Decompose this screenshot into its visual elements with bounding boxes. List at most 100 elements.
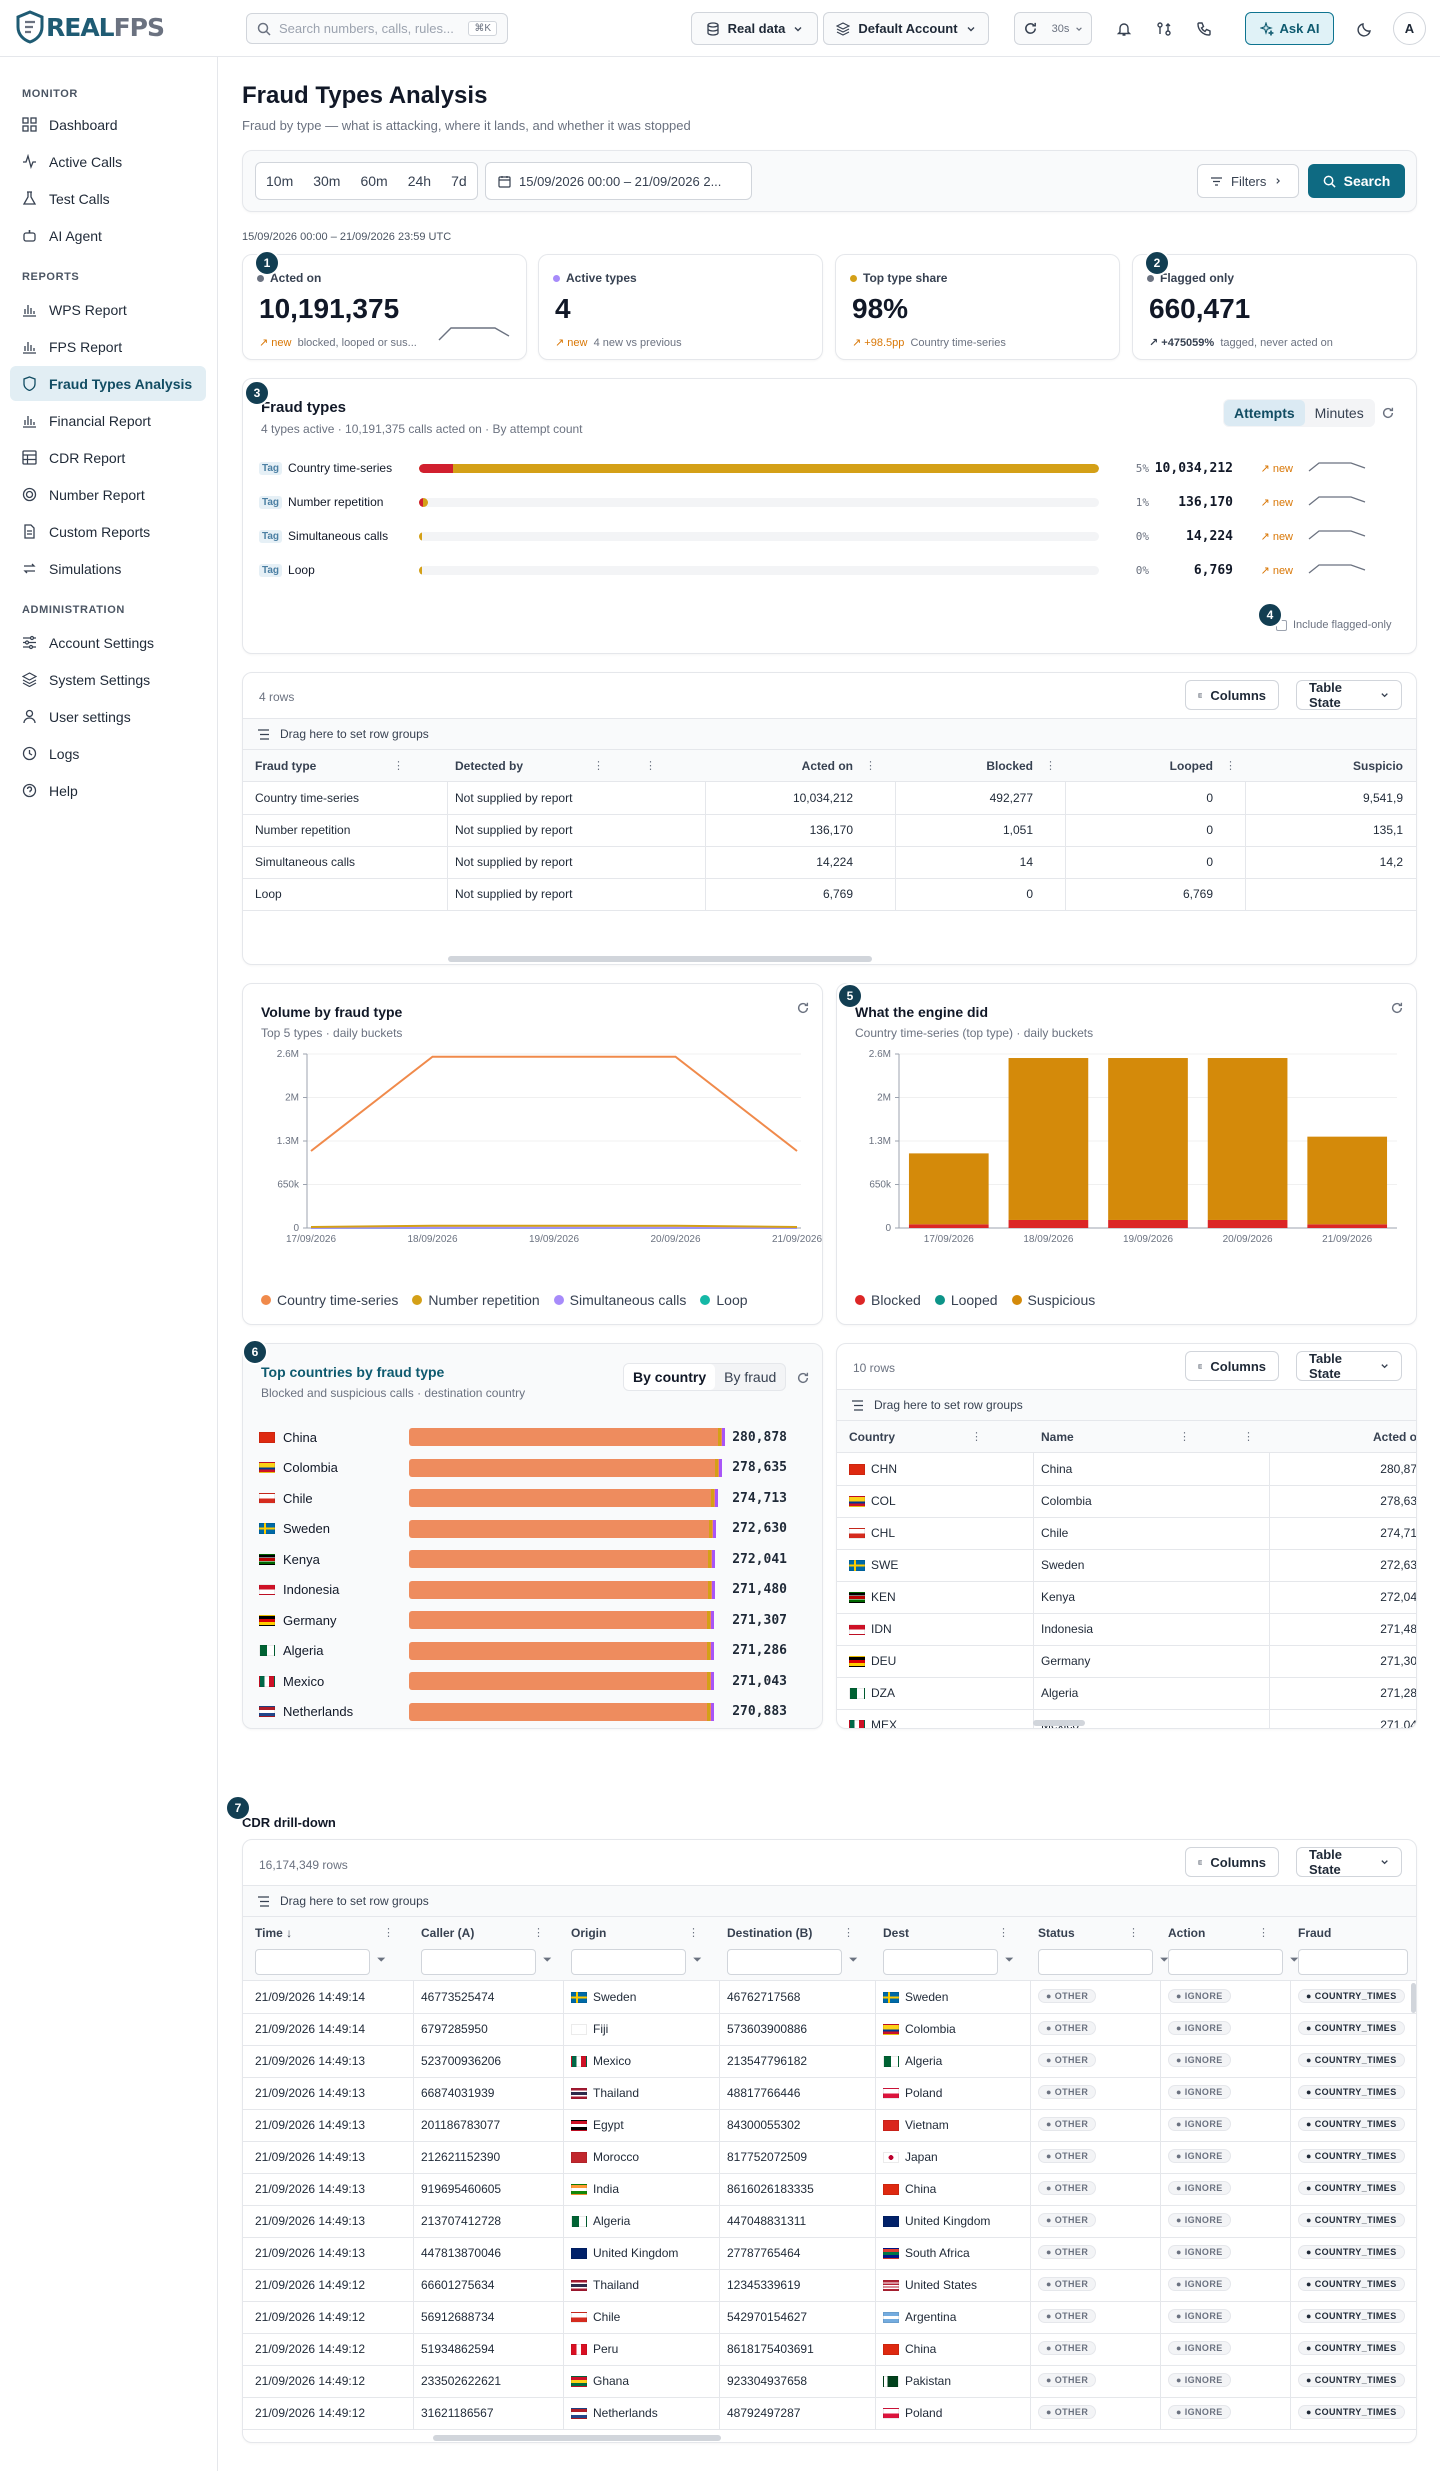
table-cell[interactable]: ● OTHER	[1038, 2372, 1148, 2387]
table-cell[interactable]: ● COUNTRY_TIMES	[1298, 2148, 1416, 2163]
table-cell[interactable]: 492,277	[989, 791, 1033, 805]
table-cell[interactable]: Argentina	[883, 2310, 1023, 2324]
table-cell[interactable]: ● IGNORE	[1168, 2404, 1278, 2419]
date-range-picker[interactable]: 15/09/2026 00:00 – 21/09/2026 2...	[485, 162, 752, 200]
table-cell[interactable]: Germany	[1041, 1654, 1091, 1668]
table-cell[interactable]: 21/09/2026 14:49:14	[255, 1990, 366, 2004]
table-cell[interactable]: 233502622621	[421, 2374, 502, 2388]
table-cell[interactable]: 272,63	[1380, 1558, 1417, 1572]
table-cell[interactable]: 21/09/2026 14:49:13	[255, 2182, 366, 2196]
country-row[interactable]: Chile 274,713	[259, 1487, 789, 1509]
table-cell[interactable]: 272,04	[1380, 1590, 1417, 1604]
row-group-panel[interactable]: Drag here to set row groups	[243, 718, 1416, 750]
columns-button[interactable]: Columns	[1185, 680, 1279, 710]
table-cell[interactable]: ● IGNORE	[1168, 2244, 1278, 2259]
table-cell[interactable]: 46773525474	[421, 1990, 495, 2004]
table-cell[interactable]: ● OTHER	[1038, 2052, 1148, 2067]
table-cell[interactable]: Colombia	[883, 2022, 1023, 2036]
sidebar-item-account-settings[interactable]: Account Settings	[10, 625, 206, 660]
column-header[interactable]: Fraud type	[255, 759, 317, 773]
table-cell[interactable]: KEN	[849, 1590, 1009, 1604]
table-cell[interactable]: 6,769	[822, 887, 853, 901]
column-header[interactable]: Blocked	[986, 759, 1033, 773]
table-cell[interactable]: Vietnam	[883, 2118, 1023, 2132]
table-cell[interactable]: 51934862594	[421, 2342, 495, 2356]
preset-7d[interactable]: 7d	[451, 173, 467, 189]
fraud-type-row[interactable]: Tag Number repetition 1% 136,170 ↗ new	[259, 491, 1399, 513]
sidebar-item-user-settings[interactable]: User settings	[10, 699, 206, 734]
table-cell[interactable]: 48817766446	[727, 2086, 801, 2100]
filter-icon[interactable]: ⏷	[377, 1954, 386, 1966]
legend-item[interactable]: Suspicious	[1011, 1292, 1095, 1308]
table-cell[interactable]: ● OTHER	[1038, 2340, 1148, 2355]
table-cell[interactable]: ● OTHER	[1038, 2308, 1148, 2323]
table-cell[interactable]: Not supplied by report	[455, 823, 573, 837]
table-cell[interactable]: 8616026183335	[727, 2182, 814, 2196]
sidebar-item-number-report[interactable]: Number Report	[10, 477, 206, 512]
column-menu-icon[interactable]: ⋮	[1045, 760, 1062, 772]
column-filter-input[interactable]	[727, 1949, 842, 1975]
table-cell[interactable]: 447048831311	[727, 2214, 807, 2228]
filter-icon[interactable]: ⏷	[693, 1954, 702, 1966]
table-cell[interactable]: ● OTHER	[1038, 2084, 1148, 2099]
table-cell[interactable]: 14,224	[816, 855, 853, 869]
table-cell[interactable]: 573603900886	[727, 2022, 808, 2036]
table-cell[interactable]: 271,30	[1380, 1654, 1417, 1668]
table-cell[interactable]: ● IGNORE	[1168, 2020, 1278, 2035]
table-cell[interactable]: 212621152390	[421, 2150, 501, 2164]
column-header[interactable]: Caller (A)	[421, 1926, 475, 1940]
table-cell[interactable]: Pakistan	[883, 2374, 1023, 2388]
table-cell[interactable]: ● COUNTRY_TIMES	[1298, 2308, 1416, 2323]
table-cell[interactable]: China	[883, 2342, 1023, 2356]
table-cell[interactable]: ● IGNORE	[1168, 2372, 1278, 2387]
table-cell[interactable]: Algeria	[1041, 1686, 1079, 1700]
table-cell[interactable]: Not supplied by report	[455, 887, 573, 901]
table-cell[interactable]: 542970154627	[727, 2310, 808, 2324]
refresh-icon[interactable]	[1381, 406, 1395, 420]
table-cell[interactable]: ● OTHER	[1038, 2148, 1148, 2163]
preset-10m[interactable]: 10m	[266, 173, 294, 189]
column-menu-icon[interactable]: ⋮	[971, 1431, 988, 1443]
table-cell[interactable]: 21/09/2026 14:49:13	[255, 2246, 366, 2260]
account-select[interactable]: Default Account	[823, 12, 989, 45]
fraud-type-row[interactable]: Tag Country time-series 5% 10,034,212 ↗ new	[259, 457, 1399, 479]
table-cell[interactable]: 21/09/2026 14:49:12	[255, 2342, 366, 2356]
table-cell[interactable]: 21/09/2026 14:49:13	[255, 2086, 366, 2100]
table-cell[interactable]: Chile	[571, 2310, 711, 2324]
table-cell[interactable]: Morocco	[571, 2150, 711, 2164]
table-cell[interactable]: 66601275634	[421, 2278, 495, 2292]
country-row[interactable]: Netherlands 270,883	[259, 1701, 789, 1723]
search-button[interactable]: Search	[1308, 164, 1405, 198]
table-cell[interactable]: 213547796182	[727, 2054, 808, 2068]
table-cell[interactable]: 21/09/2026 14:49:12	[255, 2406, 366, 2420]
column-menu-icon[interactable]: ⋮	[1225, 760, 1242, 772]
notifications-button[interactable]	[1107, 12, 1140, 45]
preset-24h[interactable]: 24h	[407, 173, 432, 189]
table-cell[interactable]: 46762717568	[727, 1990, 801, 2004]
user-avatar[interactable]: A	[1393, 12, 1426, 45]
table-cell[interactable]: China	[1041, 1462, 1073, 1476]
legend-item[interactable]: Loop	[700, 1292, 748, 1308]
column-header[interactable]: Fraud	[1298, 1926, 1332, 1940]
table-cell[interactable]: SWE	[849, 1558, 1009, 1572]
table-cell[interactable]: ● COUNTRY_TIMES	[1298, 2052, 1416, 2067]
table-cell[interactable]: 31621186567	[421, 2406, 494, 2420]
column-filter-input[interactable]	[1298, 1949, 1408, 1975]
table-cell[interactable]: 6,769	[1182, 887, 1213, 901]
table-cell[interactable]: 12345339619	[727, 2278, 801, 2292]
table-cell[interactable]: 14	[1019, 855, 1033, 869]
sidebar-item-fraud-types-analysis[interactable]: Fraud Types Analysis	[10, 366, 206, 401]
column-header[interactable]: Dest	[883, 1926, 910, 1940]
table-cell[interactable]: ● OTHER	[1038, 2276, 1148, 2291]
table-cell[interactable]: COL	[849, 1494, 1009, 1508]
sidebar-item-wps-report[interactable]: WPS Report	[10, 292, 206, 327]
table-cell[interactable]: 278,63	[1380, 1494, 1417, 1508]
table-cell[interactable]: CHN	[849, 1462, 1009, 1476]
table-cell[interactable]: ● OTHER	[1038, 2244, 1148, 2259]
table-cell[interactable]: Thailand	[571, 2278, 711, 2292]
table-cell[interactable]: ● OTHER	[1038, 2212, 1148, 2227]
table-cell[interactable]: Simultaneous calls	[255, 855, 356, 869]
table-cell[interactable]: 0	[1206, 855, 1213, 869]
refresh-icon[interactable]	[1390, 1001, 1404, 1015]
table-cell[interactable]: 919695460605	[421, 2182, 502, 2196]
